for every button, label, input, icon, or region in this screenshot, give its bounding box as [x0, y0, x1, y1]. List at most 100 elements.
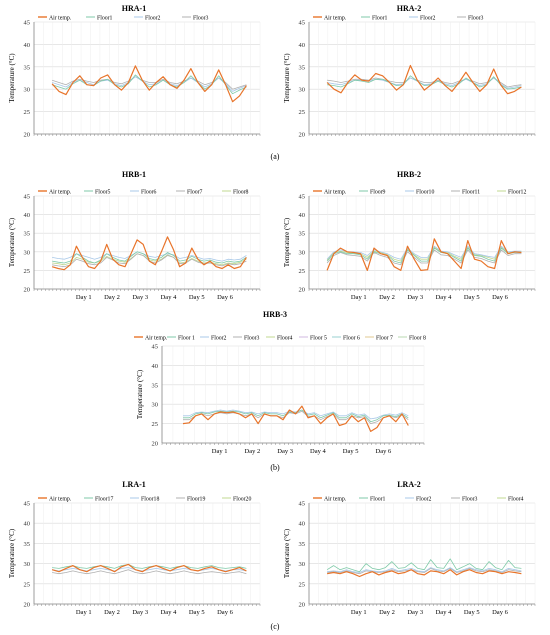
y-tick-label: 45	[299, 20, 306, 27]
x-tick-label: Day 5	[464, 139, 480, 140]
legend-label: Floor2	[145, 15, 161, 21]
series-line	[52, 251, 247, 262]
chart-svg: 20 25 30 35 40 45 Temperature (°C) Day 1 Day 2 Da…	[134, 335, 426, 455]
x-tick-label: Day 6	[217, 294, 233, 301]
x-tick-label: Day 2	[245, 448, 261, 455]
caption-b: (b)	[270, 463, 280, 472]
x-tick-label: Day 2	[104, 139, 120, 140]
chart-svg: 20 25 30 35 40 45 Temperature (°C) Day 1 Day 2 Da…	[8, 189, 261, 301]
x-tick-label: Day 2	[379, 139, 395, 140]
legend-label: Air temp.	[49, 15, 72, 21]
y-axis-label: Temperature (°C)	[283, 217, 291, 267]
y-tick-label: 25	[24, 268, 31, 275]
x-tick-label: Day 5	[464, 294, 480, 301]
x-tick-label: Day 5	[189, 609, 205, 616]
series-line	[52, 569, 247, 575]
legend-label: Floor8	[233, 189, 249, 195]
x-tick-label: Day 6	[492, 609, 508, 616]
y-tick-label: 45	[24, 194, 31, 201]
series-line	[51, 65, 247, 103]
y-tick-label: 25	[299, 109, 306, 116]
y-tick-label: 30	[299, 87, 306, 94]
series-line	[183, 409, 409, 420]
chart-title: HRA-1	[121, 4, 147, 13]
x-tick-label: Day 4	[436, 139, 452, 140]
series-line	[52, 564, 247, 569]
series-line	[52, 251, 247, 264]
y-tick-label: 35	[152, 382, 159, 389]
y-tick-label: 35	[24, 541, 31, 548]
y-tick-label: 20	[24, 287, 31, 294]
caption-a: (a)	[270, 152, 280, 161]
x-tick-label: Day 3	[407, 139, 423, 140]
y-axis-label: Temperature (°C)	[136, 369, 144, 419]
legend-label: Floor12	[508, 189, 526, 195]
chart-lra2: LRA-2 20 25 30 35 40 45 Temperature (°C) Day 1 D…	[275, 476, 543, 616]
legend-label: Floor 1	[178, 335, 195, 341]
series-line	[326, 569, 522, 578]
series-line	[326, 238, 522, 272]
legend-label: Air temp.	[49, 189, 72, 195]
x-tick-label: Day 1	[351, 139, 367, 140]
chart-hrb3: HRB-3 20 25 30 35 40 45 Temperature (°C) Day 1 D…	[130, 308, 430, 458]
chart-svg: 20 25 30 35 40 45 Temperature (°C) Day 1 Day 2 Da…	[283, 496, 536, 616]
x-tick-label: Day 5	[464, 609, 480, 616]
y-tick-label: 30	[299, 249, 306, 256]
legend-label: Floor1	[370, 496, 386, 502]
chart-hrb1: HRB-1 20 25 30 35 40 45 Temperature (°C) Day 1 D…	[0, 166, 268, 304]
x-tick-label: Day 6	[217, 139, 233, 140]
chart-lra1: LRA-1 20 25 30 35 40 45 Temperature (°C) Day 1 D…	[0, 476, 268, 616]
series-line	[327, 568, 522, 575]
legend-label: Floor3	[462, 496, 478, 502]
chart-title: HRB-1	[122, 170, 146, 179]
y-tick-label: 35	[299, 541, 306, 548]
legend-label: Floor19	[187, 496, 205, 502]
legend-label: Floor9	[370, 189, 386, 195]
y-tick-label: 30	[299, 561, 306, 568]
x-tick-label: Day 5	[189, 294, 205, 301]
legend-label: Floor5	[95, 189, 111, 195]
x-tick-label: Day 3	[132, 294, 148, 301]
x-tick-label: Day 6	[217, 609, 233, 616]
y-tick-label: 30	[152, 402, 159, 409]
legend-label: Floor1	[97, 15, 113, 21]
y-tick-label: 25	[299, 581, 306, 588]
y-axis-label: Temperature (°C)	[8, 53, 16, 103]
y-tick-label: 40	[299, 212, 306, 219]
y-tick-label: 35	[299, 231, 306, 238]
series-line	[326, 249, 522, 266]
x-tick-label: Day 4	[161, 294, 177, 301]
legend-label: Floor3	[468, 15, 484, 21]
series-line	[326, 247, 522, 264]
x-tick-label: Day 4	[310, 448, 326, 455]
chart-title: LRA-1	[122, 480, 146, 489]
x-tick-label: Day 4	[436, 294, 452, 301]
chart-hra2: HRA-2 20 25 30 35 40 45 Temperature (°C) Day 1 D…	[275, 0, 543, 140]
series-line	[183, 409, 409, 423]
x-tick-label: Day 6	[492, 139, 508, 140]
y-tick-label: 25	[24, 581, 31, 588]
x-tick-label: Day 1	[351, 294, 367, 301]
y-tick-label: 35	[24, 64, 31, 71]
chart-svg: 20 25 30 35 40 45 Temperature (°C) Day 1 Day 2 Da…	[283, 15, 536, 140]
chart-title: LRA-2	[397, 480, 421, 489]
y-axis-label: Temperature (°C)	[8, 217, 16, 267]
y-tick-label: 40	[152, 363, 159, 370]
x-tick-label: Day 6	[376, 448, 392, 455]
legend-label: Floor7	[187, 189, 203, 195]
x-tick-label: Day 3	[277, 448, 293, 455]
y-tick-label: 45	[299, 501, 306, 508]
x-tick-label: Day 3	[132, 609, 148, 616]
legend-label: Floor2	[420, 15, 436, 21]
y-axis-label: Temperature (°C)	[8, 528, 16, 578]
legend-label: Floor 5	[310, 335, 327, 341]
chart-hrb2: HRB-2 20 25 30 35 40 45 Temperature (°C) Day 1 D…	[275, 166, 543, 304]
series-line	[326, 245, 522, 260]
x-tick-label: Day 1	[76, 609, 92, 616]
legend-label: Floor17	[95, 496, 113, 502]
y-tick-label: 20	[24, 132, 31, 139]
y-tick-label: 45	[299, 194, 306, 201]
legend-label: Floor4	[508, 496, 524, 502]
x-tick-label: Day 1	[76, 139, 92, 140]
legend-label: Floor 8	[409, 335, 426, 341]
